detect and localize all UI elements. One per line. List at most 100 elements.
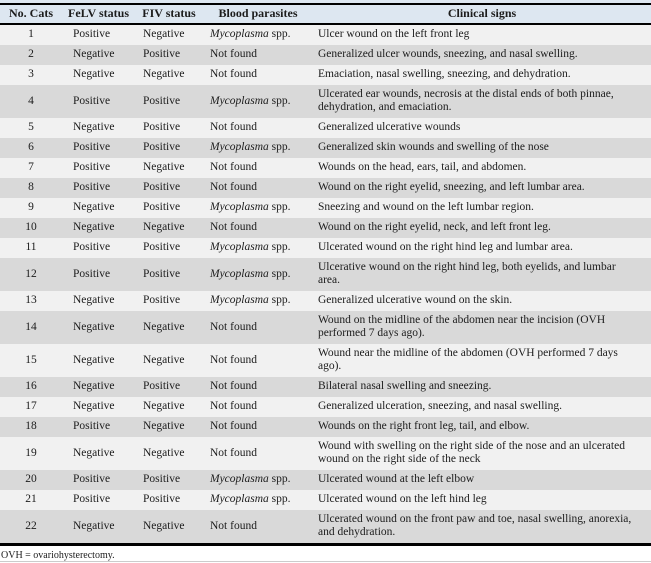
cell-cat-number: 10 (25, 221, 37, 233)
cell-cat-number: 16 (25, 380, 37, 392)
page-bottom-rule (0, 561, 651, 562)
cell-cat-number: 20 (25, 473, 37, 485)
cat-clinical-table: No. Cats FeLV status FIV status Blood pa… (0, 3, 651, 546)
cell-fiv-status: Negative (143, 446, 185, 459)
table-row: 4 Positive Positive Mycoplasma spp. Ulce… (0, 85, 651, 118)
table-row: 14 Negative Negative Not found Wound on … (0, 311, 651, 344)
cell-cat-number: 21 (25, 493, 37, 505)
column-header-fiv-status: FIV status (135, 4, 203, 25)
table-row: 19 Negative Negative Not found Wound wit… (0, 437, 651, 470)
table-row: 12 Positive Positive Mycoplasma spp. Ulc… (0, 258, 651, 291)
cell-fiv-status: Positive (143, 493, 181, 505)
cell-fiv-status: Positive (143, 121, 181, 133)
cell-clinical-signs: Emaciation, nasal swelling, sneezing, an… (318, 68, 571, 80)
cell-clinical-signs: Ulcerated wound at the left elbow (318, 473, 475, 485)
table-row: 21 Positive Positive Mycoplasma spp. Ulc… (0, 490, 651, 510)
cell-felv-status: Positive (73, 241, 111, 253)
cell-felv-status: Positive (73, 493, 111, 505)
cell-clinical-signs: Wound on the right eyelid, neck, and lef… (318, 221, 551, 233)
cell-fiv-status: Positive (143, 48, 181, 60)
cell-cat-number: 12 (25, 267, 37, 280)
cell-felv-status: Negative (73, 380, 115, 392)
table-row: 16 Negative Positive Not found Bilateral… (0, 377, 651, 397)
cell-felv-status: Positive (73, 161, 111, 173)
cell-felv-status: Positive (73, 473, 111, 485)
table-row: 18 Positive Negative Not found Wounds on… (0, 417, 651, 437)
cell-clinical-signs: Wounds on the head, ears, tail, and abdo… (318, 161, 527, 173)
cell-blood-parasites: Mycoplasma spp. (210, 28, 291, 40)
table-row: 3 Negative Negative Not found Emaciation… (0, 65, 651, 85)
cell-felv-status: Negative (73, 294, 115, 306)
cell-fiv-status: Negative (143, 161, 185, 173)
cell-clinical-signs: Ulcer wound on the left front leg (318, 28, 470, 40)
cell-blood-parasites: Not found (210, 68, 257, 80)
cell-fiv-status: Negative (143, 221, 185, 233)
cell-blood-parasites: Mycoplasma spp. (210, 493, 291, 505)
table-top-margin (0, 0, 651, 3)
cell-clinical-signs: Generalized ulceration, sneezing, and na… (318, 400, 562, 412)
cell-cat-number: 9 (28, 201, 34, 213)
cell-blood-parasites: Mycoplasma spp. (210, 294, 291, 306)
cell-felv-status: Positive (73, 28, 111, 40)
cell-felv-status: Negative (73, 48, 115, 60)
cell-felv-status: Negative (73, 320, 115, 333)
cell-blood-parasites: Not found (210, 400, 257, 412)
cell-felv-status: Negative (73, 121, 115, 133)
cell-clinical-signs: Wounds on the right front leg, tail, and… (318, 420, 530, 432)
table-footnote: OVH = ovariohysterectomy. (1, 550, 115, 561)
cell-blood-parasites: Not found (210, 446, 257, 459)
cell-clinical-signs: Ulcerated wound on the right hind leg an… (318, 241, 573, 253)
cell-clinical-signs: Wound on the right eyelid, sneezing, and… (318, 181, 585, 193)
cell-clinical-signs: Generalized ulcerative wounds (318, 121, 461, 133)
column-header-felv-status: FeLV status (62, 4, 135, 25)
cell-cat-number: 19 (25, 446, 37, 459)
column-header-no-cats: No. Cats (0, 4, 62, 25)
cell-fiv-status: Positive (143, 181, 181, 193)
cell-fiv-status: Positive (143, 473, 181, 485)
cell-felv-status: Negative (73, 201, 115, 213)
table-row: 7 Positive Negative Not found Wounds on … (0, 158, 651, 178)
cell-cat-number: 14 (25, 320, 37, 333)
cell-blood-parasites: Mycoplasma spp. (210, 241, 291, 253)
cell-cat-number: 6 (28, 141, 34, 153)
cell-fiv-status: Positive (143, 267, 181, 280)
cell-clinical-signs: Ulcerated wound on the front paw and toe… (318, 513, 632, 538)
column-header-blood-parasites: Blood parasites (203, 4, 313, 25)
table-body: 1 Positive Negative Mycoplasma spp. Ulce… (0, 24, 651, 545)
cell-blood-parasites: Not found (210, 221, 257, 233)
cell-felv-status: Positive (73, 420, 111, 432)
cell-fiv-status: Negative (143, 400, 185, 412)
cell-cat-number: 5 (28, 121, 34, 133)
table-row: 22 Negative Negative Not found Ulcerated… (0, 510, 651, 545)
cell-blood-parasites: Not found (210, 48, 257, 60)
cell-cat-number: 1 (28, 28, 34, 40)
cell-felv-status: Negative (73, 221, 115, 233)
table-header: No. Cats FeLV status FIV status Blood pa… (0, 4, 651, 25)
cell-cat-number: 2 (28, 48, 34, 60)
cell-blood-parasites: Not found (210, 181, 257, 193)
cell-cat-number: 7 (28, 161, 34, 173)
table-row: 20 Positive Positive Mycoplasma spp. Ulc… (0, 470, 651, 490)
cell-blood-parasites: Mycoplasma spp. (210, 473, 291, 485)
cell-cat-number: 17 (25, 400, 37, 412)
cell-felv-status: Positive (73, 267, 111, 280)
table-row: 11 Positive Positive Mycoplasma spp. Ulc… (0, 238, 651, 258)
table-row: 6 Positive Positive Mycoplasma spp. Gene… (0, 138, 651, 158)
cell-clinical-signs: Ulcerated ear wounds, necrosis at the di… (318, 88, 614, 113)
cell-fiv-status: Negative (143, 519, 185, 532)
cell-clinical-signs: Sneezing and wound on the left lumbar re… (318, 201, 534, 213)
cell-felv-status: Negative (73, 400, 115, 412)
cell-felv-status: Negative (73, 446, 115, 459)
cell-blood-parasites: Mycoplasma spp. (210, 94, 291, 107)
cell-fiv-status: Positive (143, 380, 181, 392)
cell-clinical-signs: Wound near the midline of the abdomen (O… (318, 347, 618, 372)
cell-felv-status: Negative (73, 68, 115, 80)
cell-felv-status: Negative (73, 353, 115, 366)
table-header-row: No. Cats FeLV status FIV status Blood pa… (0, 4, 651, 25)
cell-blood-parasites: Not found (210, 320, 257, 333)
cell-cat-number: 22 (25, 519, 37, 532)
table-row: 15 Negative Negative Not found Wound nea… (0, 344, 651, 377)
cell-felv-status: Negative (73, 519, 115, 532)
table-row: 13 Negative Positive Mycoplasma spp. Gen… (0, 291, 651, 311)
cell-clinical-signs: Wound with swelling on the right side of… (318, 440, 625, 465)
